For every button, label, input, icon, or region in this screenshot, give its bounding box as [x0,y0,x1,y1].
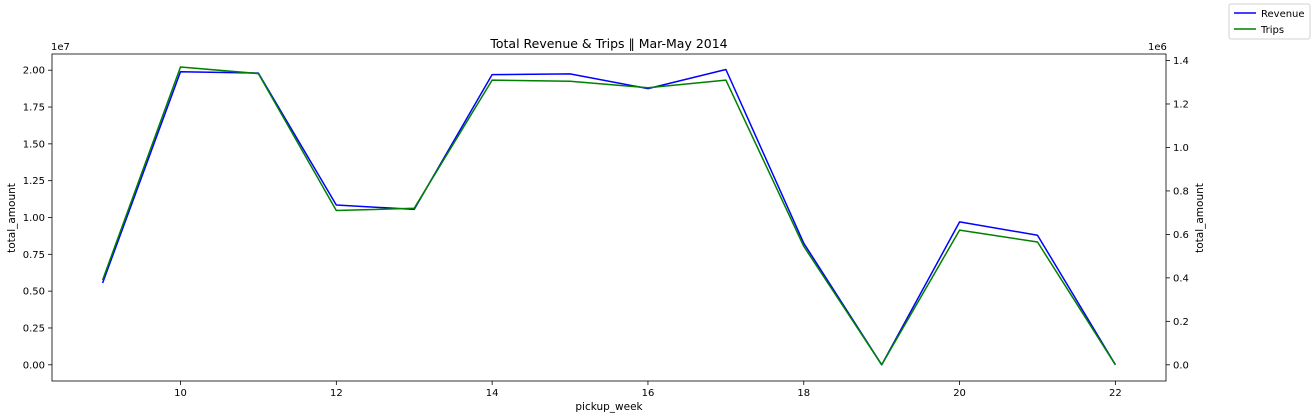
left-y-tick-label: 1.50 [23,139,45,150]
left-y-tick-label: 2.00 [23,66,45,77]
left-y-tick-label: 0.75 [23,250,45,261]
series-line-trips [101,66,1117,366]
left-axis-label: total_amount [6,183,18,253]
left-axis-offset: 1e7 [51,42,70,53]
right-y-tick-label: 1.0 [1173,143,1189,154]
x-tick-label: 16 [642,388,655,399]
legend: Revenue Trips [1228,3,1311,40]
left-y-tick-label: 1.00 [23,213,45,224]
x-tick-label: 22 [1109,388,1122,399]
right-y-tick-label: 0.6 [1173,230,1189,241]
x-tick-label: 10 [174,388,187,399]
left-y-tick-label: 1.75 [23,103,45,114]
legend-label-revenue: Revenue [1261,9,1305,20]
right-y-tick-label: 0.2 [1173,317,1189,328]
x-axis-label: pickup_week [575,401,643,413]
left-y-tick-label: 0.25 [23,323,45,334]
right-y-tick-label: 1.4 [1173,56,1189,67]
right-y-tick-label: 0.0 [1173,360,1189,371]
x-tick-label: 12 [330,388,343,399]
series-line-revenue [101,68,1117,366]
left-y-tick-label: 1.25 [23,176,45,187]
right-y-tick-label: 0.8 [1173,186,1189,197]
left-y-tick-label: 0.00 [23,360,45,371]
x-tick-label: 20 [953,388,966,399]
right-y-tick-label: 1.2 [1173,99,1189,110]
plot-frame [51,53,1167,382]
legend-label-trips: Trips [1260,25,1284,36]
left-y-tick-label: 0.50 [23,287,45,298]
right-y-tick-label: 0.4 [1173,273,1189,284]
right-axis-label: total_amount [1194,183,1206,253]
right-axis-offset: 1e6 [1148,42,1167,53]
x-tick-label: 18 [797,388,810,399]
x-tick-label: 14 [486,388,499,399]
chart-title: Total Revenue & Trips ‖ Mar-May 2014 [489,36,727,51]
